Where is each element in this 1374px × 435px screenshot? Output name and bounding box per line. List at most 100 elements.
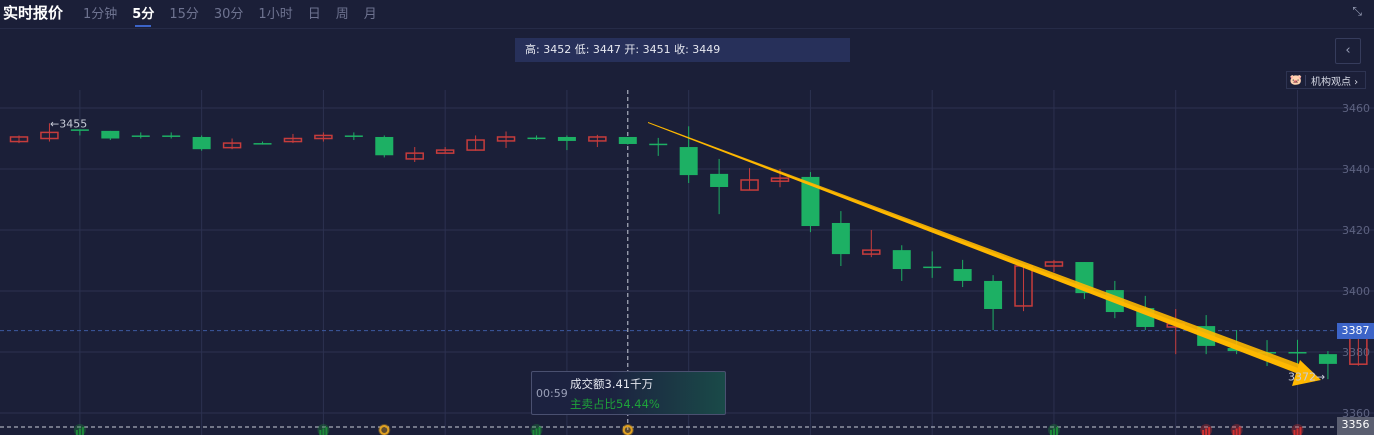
candle-body [496, 136, 516, 142]
event-marker-bar [325, 427, 328, 435]
event-marker-bar [1205, 428, 1208, 435]
candle [649, 137, 668, 156]
candle [1288, 339, 1307, 366]
tab-1min[interactable]: 1分钟 [83, 7, 118, 22]
volume-time: 00:59 [536, 387, 568, 400]
candle [405, 147, 424, 162]
high-marker: ←3455 [50, 117, 87, 130]
shrink-arrows-icon[interactable]: ⤡ [1352, 4, 1362, 18]
candle-body [770, 177, 790, 182]
tab-week[interactable]: 周 [335, 7, 349, 22]
event-marker-bar [535, 428, 538, 435]
candle-body [192, 136, 211, 150]
candle-body [953, 269, 972, 281]
event-bar-icon [1291, 424, 1304, 435]
candle [101, 130, 120, 141]
event-bar-icon [1200, 424, 1213, 435]
event-marker-bar [1208, 427, 1211, 435]
candle [466, 135, 485, 151]
trend-arrow-head [1292, 360, 1321, 386]
candle-body [375, 136, 394, 156]
candle-body [740, 179, 759, 191]
candle-body [710, 173, 729, 187]
candle [70, 129, 89, 136]
candle-body [1044, 261, 1064, 267]
tab-day[interactable]: 日 [307, 7, 321, 22]
event-bar-icon [73, 424, 86, 435]
trend-arrow-shaft [648, 122, 1302, 374]
candle [831, 211, 850, 266]
candle-body [283, 137, 303, 143]
tab-30min[interactable]: 30分 [213, 7, 244, 22]
candle-body [618, 136, 637, 144]
candle [314, 132, 333, 142]
event-marker-bar [1232, 430, 1235, 435]
candle [1014, 263, 1033, 312]
current-price-badge: 3387 [1337, 323, 1374, 339]
tab-15min[interactable]: 15分 [169, 7, 199, 22]
candle [801, 172, 820, 233]
candle [984, 275, 1003, 331]
candle-body [253, 143, 272, 145]
event-marker-bar [81, 427, 84, 435]
candle [375, 135, 394, 158]
page-title: 实时报价 [3, 4, 64, 22]
candle [740, 168, 759, 191]
candle-body [344, 135, 363, 137]
event-marker-bar [532, 430, 535, 435]
candle-body [892, 250, 911, 270]
institution-view-button[interactable]: 🐷 机构观点 › [1286, 71, 1366, 89]
event-marker-bar [78, 428, 81, 435]
candle [953, 259, 972, 288]
candle-body [40, 131, 59, 140]
y-tick-label: 3440 [1342, 163, 1370, 176]
event-marker-bar [1049, 430, 1052, 435]
event-marker-bar [1296, 428, 1299, 435]
bottom-price-badge: 3356 [1337, 417, 1374, 435]
candle [222, 138, 242, 150]
y-tick-label: 3360 [1342, 407, 1370, 420]
event-marker [379, 425, 390, 435]
candle [1166, 308, 1185, 355]
candle [131, 132, 150, 139]
event-coin-icon [378, 424, 391, 435]
candle [192, 135, 211, 151]
event-bar-icon [1047, 424, 1060, 435]
candle-body [801, 176, 820, 227]
candle-body [557, 136, 576, 141]
y-tick-label: 3380 [1342, 346, 1370, 359]
candle [588, 134, 607, 148]
candle-body [9, 136, 29, 143]
candle-body [862, 249, 881, 255]
candle [557, 135, 576, 151]
candle-body [923, 266, 942, 269]
candle-body [162, 135, 181, 137]
event-marker-bar [319, 430, 322, 435]
volume-tooltip: 00:59 成交额3.41千万 主卖占比54.44% [531, 371, 726, 415]
low-marker: 3372→ [1288, 370, 1325, 383]
tab-month[interactable]: 月 [363, 7, 377, 22]
sell-ratio: 主卖占比54.44% [570, 397, 660, 411]
candle-body [1318, 354, 1337, 364]
candle [710, 158, 729, 215]
candle [923, 251, 942, 278]
candle-body [1288, 352, 1307, 354]
candle-body [679, 147, 698, 176]
chevron-left-icon[interactable]: ‹ [1335, 38, 1361, 64]
candle-body [131, 135, 150, 137]
event-marker-bar [1055, 427, 1058, 435]
candle [496, 131, 516, 148]
tab-5min[interactable]: 5分 [132, 3, 154, 27]
tab-1hour[interactable]: 1小时 [258, 7, 293, 22]
event-bar-icon [1230, 424, 1243, 435]
event-coin-icon [621, 424, 634, 435]
event-marker-bar [322, 428, 325, 435]
candle [344, 132, 363, 141]
candle-body [527, 137, 546, 140]
event-marker-bar [1052, 428, 1055, 435]
candle-body [649, 143, 668, 146]
ohlc-tooltip: 高: 3452 低: 3447 开: 3451 收: 3449 [515, 38, 850, 62]
period-tabs: 1分钟 5分 15分 30分 1小时 日 周 月 [83, 3, 392, 27]
candle [862, 230, 881, 258]
